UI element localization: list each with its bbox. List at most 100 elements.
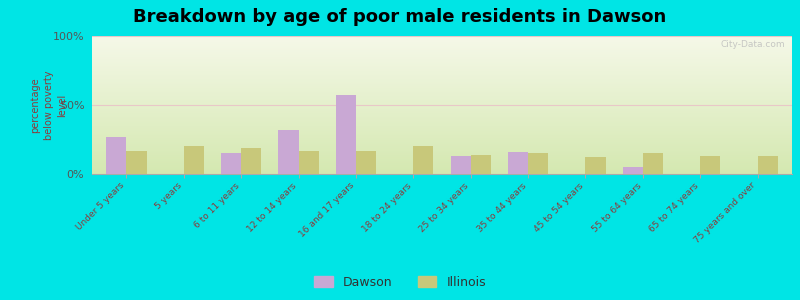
Bar [92, 0, 792, 48]
Bar [92, 22, 792, 160]
Bar [92, 2, 792, 140]
Bar [336, 95, 356, 174]
Bar [92, 0, 792, 86]
Bar [92, 0, 792, 64]
Bar [92, 3, 792, 141]
Bar [241, 148, 262, 174]
Bar [92, 0, 792, 46]
Bar [92, 0, 792, 40]
Bar [92, 0, 792, 67]
Bar [92, 0, 792, 66]
Bar [414, 146, 434, 174]
Bar [126, 151, 146, 174]
Bar [92, 0, 792, 124]
Bar [92, 31, 792, 169]
Bar [92, 0, 792, 109]
Bar [92, 0, 792, 88]
Bar [92, 0, 792, 52]
Bar [92, 0, 792, 99]
Bar [92, 0, 792, 75]
Bar [92, 4, 792, 142]
Bar [92, 0, 792, 98]
Bar [92, 0, 792, 75]
Bar [92, 30, 792, 168]
Bar [92, 0, 792, 95]
Bar [92, 0, 792, 90]
Bar [92, 20, 792, 158]
Bar [92, 14, 792, 152]
Bar [92, 28, 792, 167]
Bar [92, 0, 792, 64]
Bar [92, 0, 792, 61]
Bar [92, 7, 792, 145]
Bar [92, 0, 792, 76]
Bar [92, 9, 792, 147]
Bar [92, 0, 792, 70]
Bar [92, 0, 792, 137]
Bar [92, 33, 792, 171]
Bar [92, 15, 792, 153]
Bar [92, 0, 792, 92]
Bar [92, 0, 792, 119]
Bar [92, 31, 792, 169]
Bar [92, 32, 792, 170]
Bar [92, 0, 792, 135]
Bar [92, 0, 792, 116]
Bar [92, 0, 792, 54]
Bar [92, 17, 792, 155]
Bar [92, 0, 792, 130]
Bar [92, 0, 792, 122]
Bar [92, 11, 792, 149]
Bar [92, 0, 792, 130]
Bar [92, 0, 792, 110]
Bar [92, 0, 792, 128]
Bar [92, 0, 792, 97]
Bar [758, 156, 778, 174]
Bar [92, 32, 792, 170]
Bar [92, 0, 792, 115]
Bar [92, 0, 792, 110]
Bar [470, 155, 490, 174]
Bar [450, 156, 470, 174]
Bar [92, 0, 792, 135]
Bar [92, 0, 792, 91]
Bar [92, 0, 792, 127]
Bar [92, 0, 792, 89]
Bar [92, 0, 792, 122]
Bar [92, 0, 792, 81]
Bar [92, 0, 792, 58]
Bar [92, 0, 792, 115]
Bar [92, 0, 792, 53]
Bar [92, 0, 792, 83]
Bar [92, 28, 792, 166]
Bar [92, 0, 792, 44]
Bar [92, 0, 792, 51]
Bar [92, 0, 792, 112]
Bar [92, 0, 792, 108]
Bar [92, 0, 792, 52]
Bar [92, 0, 792, 113]
Bar [92, 0, 792, 132]
Bar [92, 0, 792, 104]
Bar [92, 34, 792, 172]
Bar [92, 0, 792, 68]
Legend: Dawson, Illinois: Dawson, Illinois [309, 271, 491, 294]
Bar [92, 0, 792, 102]
Bar [92, 0, 792, 114]
Bar [92, 0, 792, 137]
Bar [92, 0, 792, 94]
Bar [92, 17, 792, 155]
Bar [92, 18, 792, 156]
Bar [92, 26, 792, 164]
Bar [92, 0, 792, 88]
Bar [92, 0, 792, 84]
Bar [92, 0, 792, 37]
Bar [92, 0, 792, 66]
Bar [508, 152, 528, 174]
Bar [92, 0, 792, 103]
Bar [92, 0, 792, 93]
Bar [92, 0, 792, 138]
Bar [92, 0, 792, 61]
Bar [92, 29, 792, 167]
Bar [92, 0, 792, 136]
